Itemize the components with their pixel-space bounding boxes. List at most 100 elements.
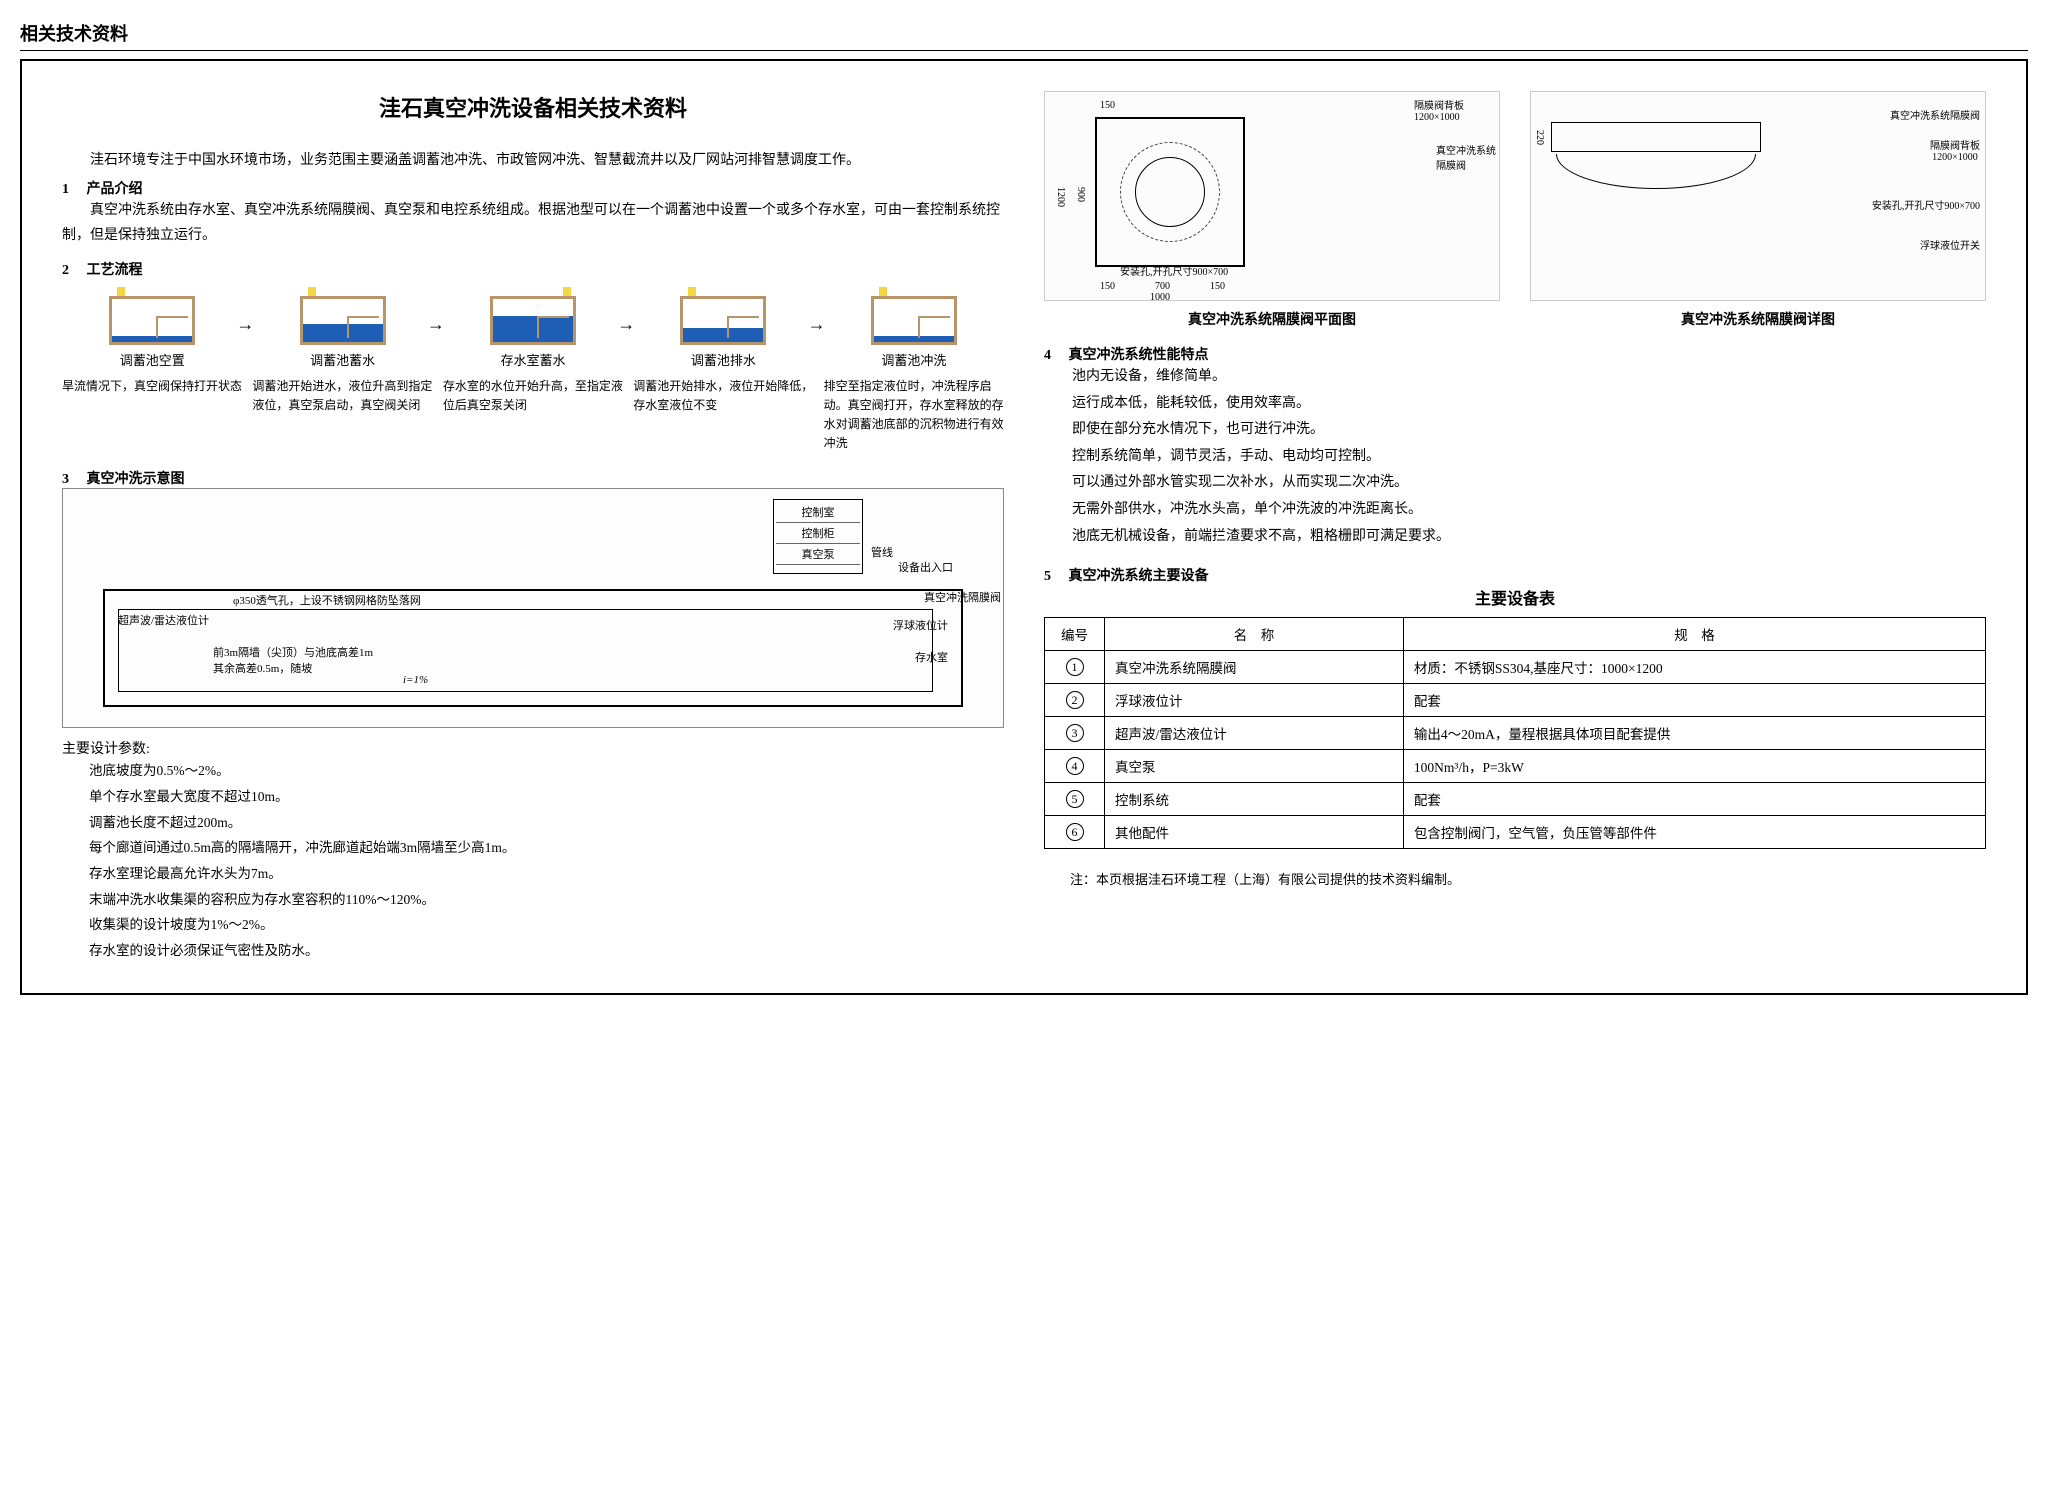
intro: 洼石环境专注于中国水环境市场，业务范围主要涵盖调蓄池冲洗、市政管网冲洗、智慧截流…: [62, 148, 1004, 173]
table-header: 编号: [1045, 618, 1105, 651]
feature-list: 池内无设备，维修简单。运行成本低，能耗较低，使用效率高。即使在部分充水情况下，也…: [1044, 364, 1986, 550]
process-item: 调蓄池冲洗 排空至指定液位时，冲洗程序启动。真空阀打开，存水室释放的存水对调蓄池…: [824, 294, 1004, 454]
backplate-label: 隔膜阀背板: [1414, 101, 1464, 112]
row-num: 2: [1045, 684, 1105, 717]
tank-icon: [300, 299, 386, 345]
row-spec: 输出4～20mA，量程根据具体项目配套提供: [1403, 717, 1985, 750]
det-install: 安装孔,开孔尺寸900×700: [1872, 197, 1980, 212]
process-label: 调蓄池空置: [62, 350, 242, 369]
process-label: 调蓄池蓄水: [252, 350, 432, 369]
equipment-table: 编号名 称规 格 1 真空冲洗系统隔膜阀 材质：不锈钢SS304,基座尺寸：10…: [1044, 617, 1986, 849]
valve-detail-drawing: 真空冲洗系统隔膜阀 隔膜阀背板 1200×1000 220 安装孔,开孔尺寸90…: [1530, 91, 1986, 301]
feature-line: 池底无机械设备，前端拦渣要求不高，粗格栅即可满足要求。: [1044, 524, 1986, 551]
control-room: 控制室 控制柜 真空泵: [773, 499, 863, 574]
s1-title: 产品介绍: [87, 182, 143, 197]
row-num: 1: [1045, 651, 1105, 684]
param-line: 末端冲洗水收集渠的容积应为存水室容积的110%～120%。: [62, 887, 1004, 913]
table-row: 5 控制系统 配套: [1045, 783, 1986, 816]
valve-drawings: 1200 900 150 隔膜阀背板 1200×1000 真空冲洗系统隔膜阀 安…: [1044, 91, 1986, 329]
process-row: 调蓄池空置 旱流情况下，真空阀保持打开状态→ 调蓄池蓄水 调蓄池开始进水，液位升…: [62, 294, 1004, 454]
row-num: 4: [1045, 750, 1105, 783]
dim-220: 220: [1534, 130, 1545, 145]
feature-line: 即使在部分充水情况下，也可进行冲洗。: [1044, 417, 1986, 444]
row-name: 超声波/雷达液位计: [1105, 717, 1404, 750]
slope-label: 前3m隔墙（尖顶）与池底高差1m 其余高差0.5m，随坡: [213, 644, 373, 676]
chamber-label: 存水室: [915, 649, 948, 665]
param-line: 池底坡度为0.5%～2%。: [62, 758, 1004, 784]
door-label: 设备出入口: [898, 559, 953, 575]
left-column: 洼石真空冲洗设备相关技术资料 洼石环境专注于中国水环境市场，业务范围主要涵盖调蓄…: [62, 91, 1004, 963]
s2-num: 2: [62, 263, 83, 279]
feature-line: 池内无设备，维修简单。: [1044, 364, 1986, 391]
table-header: 规 格: [1403, 618, 1985, 651]
s4-num: 4: [1044, 348, 1065, 364]
s5-num: 5: [1044, 569, 1065, 585]
page-header: 相关技术资料: [20, 20, 2028, 51]
process-item: 存水室蓄水 存水室的水位开始升高，至指定液位后真空泵关闭→: [443, 294, 623, 415]
tank-icon: [109, 299, 195, 345]
backplate-dim: 1200×1000: [1414, 112, 1460, 123]
table-caption: 主要设备表: [1044, 585, 1986, 609]
param-line: 存水室的设计必须保证气密性及防水。: [62, 938, 1004, 964]
process-desc: 排空至指定液位时，冲洗程序启动。真空阀打开，存水室释放的存水对调蓄池底部的沉积物…: [824, 377, 1004, 454]
process-desc: 调蓄池开始排水，液位开始降低，存水室液位不变: [633, 377, 813, 415]
schematic-diagram: 控制室 控制柜 真空泵 管线 设备出入口 真空冲洗隔膜阀 φ350透气孔，上设不…: [62, 488, 1004, 728]
document-border: 洼石真空冲洗设备相关技术资料 洼石环境专注于中国水环境市场，业务范围主要涵盖调蓄…: [20, 59, 2028, 995]
process-desc: 存水室的水位开始升高，至指定液位后真空泵关闭: [443, 377, 623, 415]
dim-1200: 1200: [1055, 187, 1066, 207]
row-name: 控制系统: [1105, 783, 1404, 816]
doc-title: 洼石真空冲洗设备相关技术资料: [62, 91, 1004, 123]
s1-num: 1: [62, 182, 83, 198]
ctrl-cab-label: 控制柜: [776, 523, 860, 544]
table-row: 1 真空冲洗系统隔膜阀 材质：不锈钢SS304,基座尺寸：1000×1200: [1045, 651, 1986, 684]
process-label: 存水室蓄水: [443, 350, 623, 369]
dim-150b: 150: [1100, 281, 1115, 292]
process-item: 调蓄池空置 旱流情况下，真空阀保持打开状态→: [62, 294, 242, 396]
param-line: 调蓄池长度不超过200m。: [62, 810, 1004, 836]
row-spec: 配套: [1403, 783, 1985, 816]
params-title: 主要设计参数:: [62, 738, 1004, 758]
det-float: 浮球液位开关: [1920, 237, 1980, 252]
section-4: 4 真空冲洗系统性能特点: [1044, 344, 1986, 364]
section-5: 5 真空冲洗系统主要设备: [1044, 565, 1986, 585]
section-1: 1 产品介绍: [62, 178, 1004, 198]
row-num: 3: [1045, 717, 1105, 750]
process-desc: 旱流情况下，真空阀保持打开状态: [62, 377, 242, 396]
process-label: 调蓄池排水: [633, 350, 813, 369]
params-list: 池底坡度为0.5%～2%。单个存水室最大宽度不超过10m。调蓄池长度不超过200…: [62, 758, 1004, 963]
param-line: 收集渠的设计坡度为1%～2%。: [62, 912, 1004, 938]
det-valve: 真空冲洗系统隔膜阀: [1890, 107, 1980, 122]
plan-caption: 真空冲洗系统隔膜阀平面图: [1044, 309, 1500, 329]
row-name: 真空冲洗系统隔膜阀: [1105, 651, 1404, 684]
valve-name: 真空冲洗系统隔膜阀: [1436, 142, 1496, 172]
s3-title: 真空冲洗示意图: [87, 472, 185, 487]
valve-detail: 真空冲洗系统隔膜阀 隔膜阀背板 1200×1000 220 安装孔,开孔尺寸90…: [1530, 91, 1986, 329]
dim-900: 900: [1075, 187, 1086, 202]
s5-title: 真空冲洗系统主要设备: [1069, 569, 1209, 584]
dim-150a: 150: [1100, 100, 1115, 111]
section-3: 3 真空冲洗示意图: [62, 468, 1004, 488]
ctrl-room-label: 控制室: [776, 502, 860, 523]
process-label: 调蓄池冲洗: [824, 350, 1004, 369]
row-name: 其他配件: [1105, 816, 1404, 849]
pipe-label: 管线: [871, 544, 893, 560]
det-backplate: 隔膜阀背板: [1930, 141, 1980, 152]
row-num: 6: [1045, 816, 1105, 849]
feature-line: 运行成本低，能耗较低，使用效率高。: [1044, 391, 1986, 418]
row-num: 5: [1045, 783, 1105, 816]
row-name: 真空泵: [1105, 750, 1404, 783]
s4-title: 真空冲洗系统性能特点: [1069, 348, 1209, 363]
install-label: 安装孔,开孔尺寸900×700: [1120, 263, 1228, 278]
feature-line: 无需外部供水，冲洗水头高，单个冲洗波的冲洗距离长。: [1044, 497, 1986, 524]
feature-line: 可以通过外部水管实现二次补水，从而实现二次冲洗。: [1044, 470, 1986, 497]
tank-icon: [490, 299, 576, 345]
feature-line: 控制系统简单，调节灵活，手动、电动均可控制。: [1044, 444, 1986, 471]
tank-icon: [680, 299, 766, 345]
s3-num: 3: [62, 472, 83, 488]
s1-body: 真空冲洗系统由存水室、真空冲洗系统隔膜阀、真空泵和电控系统组成。根据池型可以在一…: [62, 198, 1004, 248]
float-label: 浮球液位计: [893, 617, 948, 633]
process-desc: 调蓄池开始进水，液位升高到指定液位，真空泵启动，真空阀关闭: [252, 377, 432, 415]
table-row: 3 超声波/雷达液位计 输出4～20mA，量程根据具体项目配套提供: [1045, 717, 1986, 750]
dim-700: 700: [1155, 281, 1170, 292]
valve-plan-drawing: 1200 900 150 隔膜阀背板 1200×1000 真空冲洗系统隔膜阀 安…: [1044, 91, 1500, 301]
